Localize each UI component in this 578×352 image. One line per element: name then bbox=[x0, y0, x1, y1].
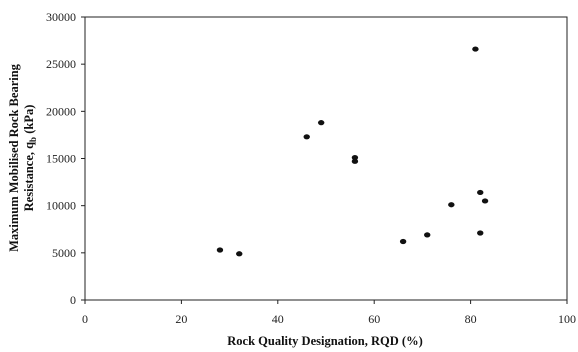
data-point bbox=[477, 189, 484, 196]
y-axis-title-line-1: Maximum Mobilised Rock Bearing bbox=[7, 63, 21, 252]
y-axis-title: Maximum Mobilised Rock Bearing Resistanc… bbox=[7, 63, 38, 252]
y-axis-title-suffix: (kPa) bbox=[22, 105, 36, 137]
x-tick-label: 80 bbox=[465, 312, 477, 326]
y-axis-title-line-2: Resistance, qb (kPa) bbox=[22, 105, 38, 212]
y-tick-label: 15000 bbox=[46, 152, 76, 166]
y-axis-title-subscript: b bbox=[28, 137, 38, 142]
data-points bbox=[216, 46, 489, 257]
x-tick-label: 20 bbox=[175, 312, 187, 326]
x-tick-label: 60 bbox=[368, 312, 380, 326]
data-point bbox=[317, 120, 325, 126]
axes bbox=[84, 16, 568, 301]
y-tick-label: 0 bbox=[70, 293, 76, 307]
y-tick-label: 10000 bbox=[46, 199, 76, 213]
x-tick-label: 0 bbox=[82, 312, 88, 326]
data-point bbox=[472, 46, 479, 52]
x-axis-title: Rock Quality Designation, RQD (%) bbox=[227, 334, 423, 348]
ticks: 0 20 40 60 80 100 0 5000 10000 15000 20000 25000 300… bbox=[46, 10, 576, 326]
y-tick-label: 25000 bbox=[46, 57, 76, 71]
x-tick-label: 100 bbox=[558, 312, 576, 326]
data-point bbox=[399, 238, 407, 245]
y-tick-label: 5000 bbox=[52, 246, 76, 260]
data-point bbox=[448, 202, 455, 208]
y-axis-title-prefix: Resistance, q bbox=[22, 142, 36, 211]
data-point bbox=[351, 154, 359, 161]
data-point bbox=[481, 198, 489, 204]
data-point bbox=[216, 247, 224, 253]
data-point bbox=[303, 134, 310, 140]
data-point bbox=[477, 230, 484, 236]
plot-frame bbox=[84, 16, 568, 301]
y-tick-label: 20000 bbox=[46, 104, 76, 118]
data-point bbox=[351, 158, 359, 164]
y-tick-label: 30000 bbox=[46, 10, 76, 24]
data-point bbox=[424, 232, 431, 238]
data-point bbox=[236, 251, 243, 257]
x-tick-label: 40 bbox=[272, 312, 284, 326]
